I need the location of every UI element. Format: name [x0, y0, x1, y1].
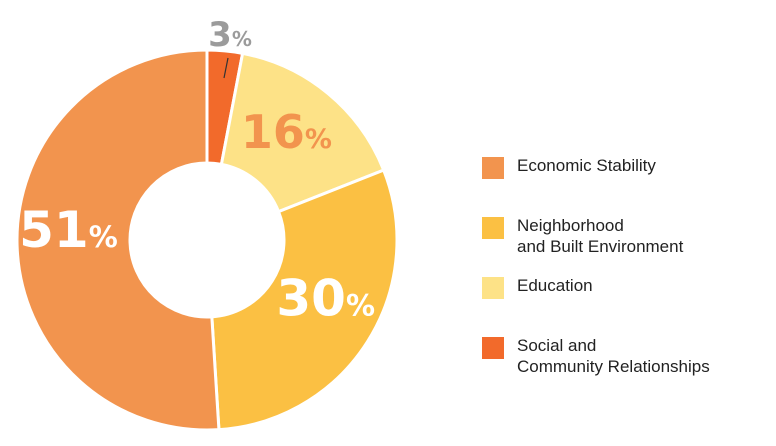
data-label-economic-stability: 51%: [19, 201, 118, 259]
legend-item-neighborhood: Neighborhood and Built Environment: [482, 212, 776, 272]
data-label-social-community-relationships: 3%: [208, 15, 252, 55]
legend-swatch: [482, 337, 504, 359]
legend-swatch: [482, 217, 504, 239]
legend-label: Social and Community Relationships: [517, 336, 710, 376]
legend-label: Economic Stability: [517, 156, 656, 175]
slice-neighborhood-built-environment: [210, 168, 399, 432]
data-label-neighborhood-built-environment: 30%: [276, 269, 375, 327]
legend-label: Education: [517, 276, 593, 295]
legend-swatch: [482, 157, 504, 179]
slice-economic-stability: [15, 48, 221, 432]
data-label-education: 16%: [241, 105, 332, 159]
leader-line: [223, 57, 229, 79]
slice-education: [219, 51, 386, 214]
legend-item-social-community: Social and Community Relationships: [482, 332, 776, 392]
legend-item-education: Education: [482, 272, 776, 332]
legend-item-economic-stability: Economic Stability: [482, 152, 776, 212]
legend-swatch: [482, 277, 504, 299]
legend: Economic Stability Neighborhood and Buil…: [482, 152, 776, 392]
legend-label: Neighborhood and Built Environment: [517, 216, 684, 256]
